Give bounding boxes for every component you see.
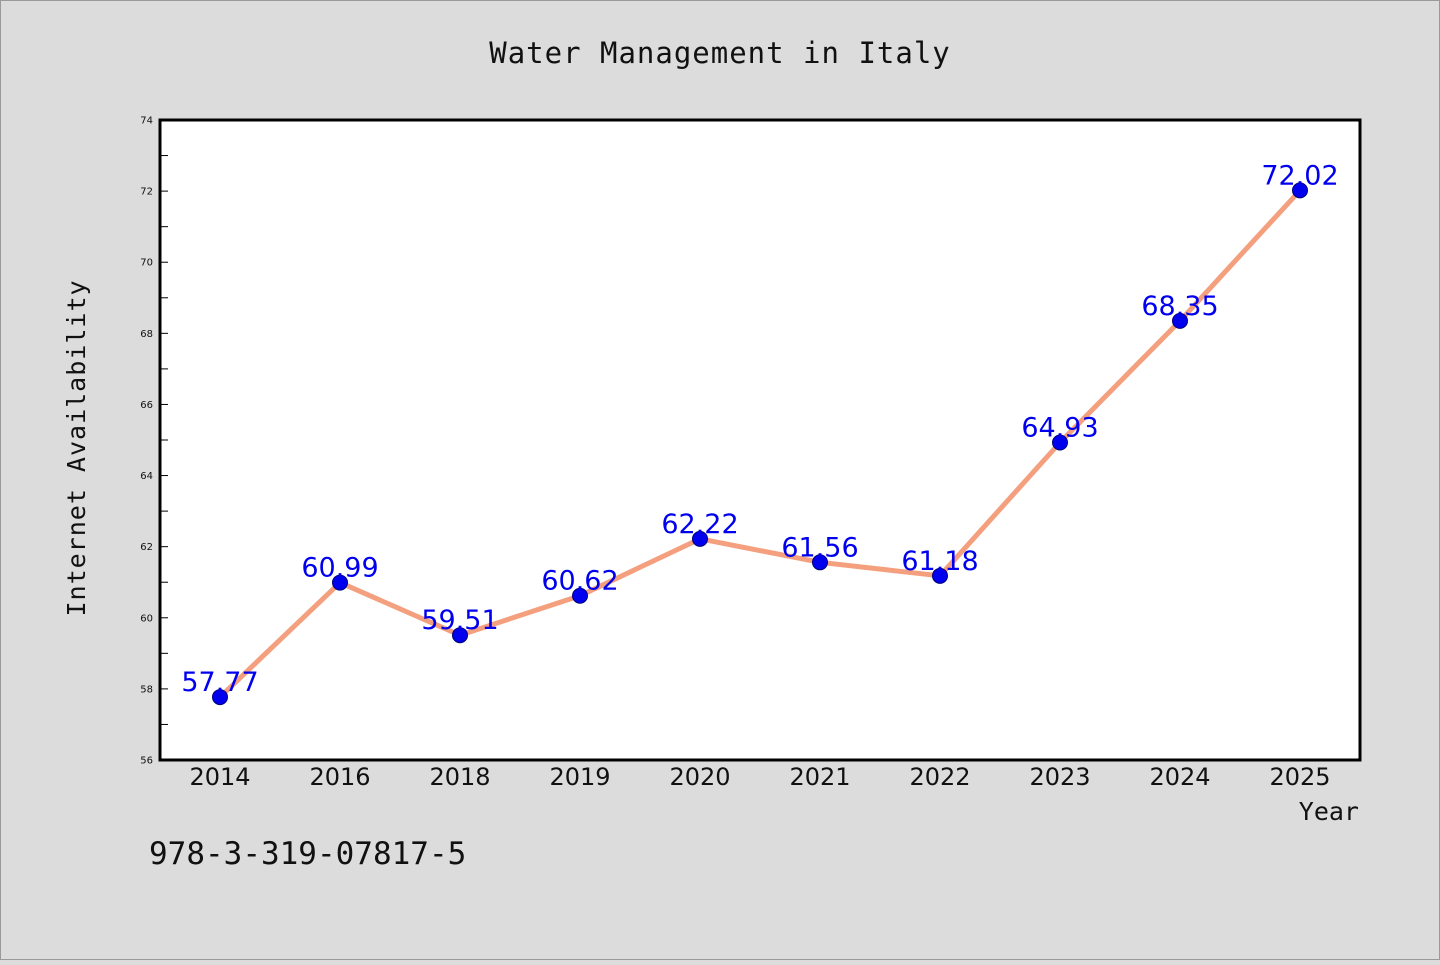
data-point [452,627,468,644]
data-label: 60.99 [301,553,378,584]
x-tick-label: 2022 [909,763,970,791]
y-tick-label: 60 [140,613,153,624]
y-tick-label: 74 [140,116,153,127]
data-label: 59.51 [421,605,498,636]
data-label: 57.77 [181,667,258,698]
data-point [1172,312,1188,329]
y-tick-label: 68 [140,329,153,340]
y-tick-label: 72 [140,187,153,198]
x-axis: 2014 2016 2018 2019 2020 2021 2022 2023 2024 2025 [189,763,1330,791]
data-point [692,530,708,547]
x-tick-label: 2016 [309,763,370,791]
x-tick-label: 2014 [189,763,250,791]
data-point [1292,182,1308,199]
data-label: 64.93 [1021,412,1098,443]
data-label: 62.22 [661,509,738,540]
x-tick-label: 2021 [789,763,850,791]
x-tick-label: 2019 [549,763,610,791]
x-tick-label: 2020 [669,763,730,791]
chart-title: Water Management in Italy [489,36,951,70]
x-tick-label: 2023 [1029,763,1090,791]
y-tick-label: 62 [140,542,153,553]
y-tick-label: 64 [140,471,153,482]
series-layer [212,182,1308,706]
isbn-footnote: 978-3-319-07817-5 [149,836,466,872]
data-label: 61.18 [901,546,978,577]
y-tick-label: 58 [140,684,153,695]
x-axis-label: Year [1299,797,1359,826]
data-label: 68.35 [1141,291,1218,322]
data-point [572,587,588,604]
data-point [212,689,228,706]
x-tick-label: 2018 [429,763,490,791]
y-tick-label: 66 [140,400,153,411]
series-line [217,187,1303,700]
x-tick-label: 2024 [1149,763,1210,791]
plot-frame [158,118,1362,762]
data-label: 60.62 [541,566,618,597]
data-label: 61.56 [781,532,858,563]
data-point [332,574,348,591]
plot-area [160,120,1360,760]
y-tick-label: 56 [140,756,153,767]
y-tick-label: 70 [140,258,153,269]
data-point [932,567,948,584]
data-point [812,554,828,571]
data-labels: 57.77 60.99 59.51 60.62 62.22 61.56 61.18 64.93… [181,160,1338,698]
data-point [1052,434,1068,451]
x-tick-label: 2025 [1269,763,1330,791]
y-axis-label: Internet Availability [62,279,91,616]
data-label: 72.02 [1261,160,1338,191]
